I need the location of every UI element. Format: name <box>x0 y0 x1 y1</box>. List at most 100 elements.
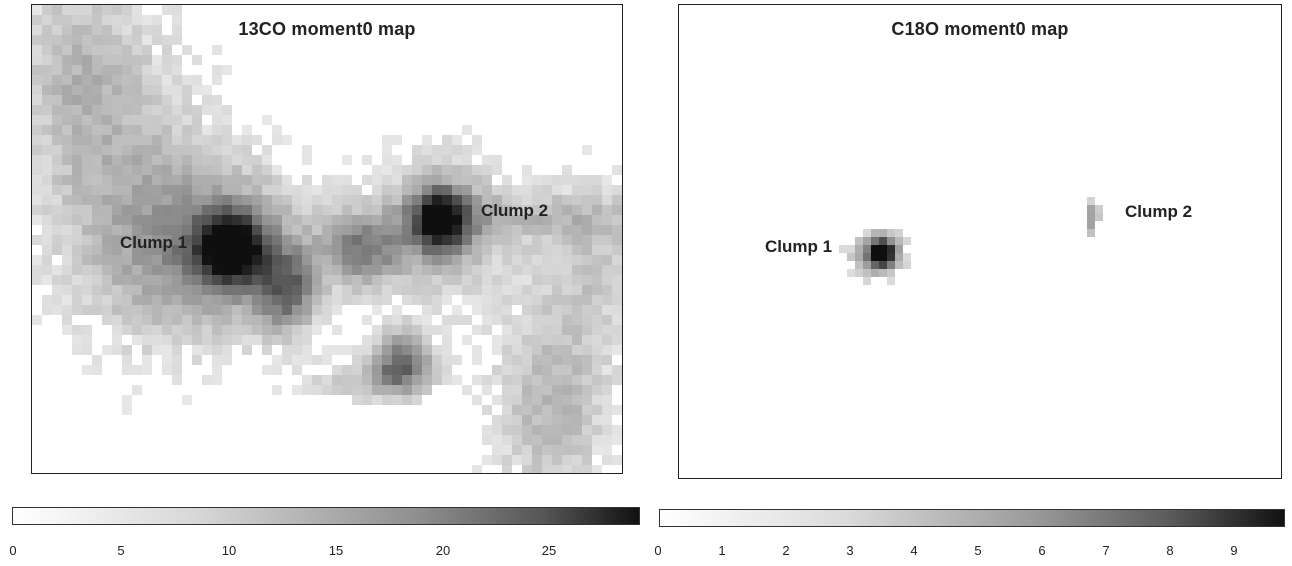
map-pixel <box>312 185 322 195</box>
map-pixel <box>612 335 622 345</box>
map-pixel <box>372 225 382 235</box>
map-pixel <box>142 195 152 205</box>
map-pixel <box>452 175 462 185</box>
map-pixel <box>362 265 372 275</box>
map-pixel <box>362 345 372 355</box>
map-pixel <box>502 335 512 345</box>
map-pixel <box>212 95 222 105</box>
map-pixel <box>52 205 62 215</box>
map-pixel <box>122 395 132 405</box>
map-pixel <box>202 205 212 215</box>
map-pixel <box>542 265 552 275</box>
map-pixel <box>572 315 582 325</box>
colorbar-c18o-tick: 7 <box>1102 543 1110 558</box>
map-13co-image <box>32 5 622 473</box>
map-pixel <box>212 275 222 285</box>
map-pixel <box>472 215 482 225</box>
map-pixel <box>602 185 612 195</box>
map-pixel <box>332 185 342 195</box>
map-pixel <box>552 445 562 455</box>
map-pixel <box>92 245 102 255</box>
map-pixel <box>1087 221 1095 229</box>
map-pixel <box>112 15 122 25</box>
map-pixel <box>242 165 252 175</box>
map-pixel <box>542 205 552 215</box>
map-pixel <box>502 345 512 355</box>
map-pixel <box>532 395 542 405</box>
map-pixel <box>262 365 272 375</box>
map-pixel <box>282 275 292 285</box>
map-pixel <box>412 285 422 295</box>
map-pixel <box>142 235 152 245</box>
map-pixel <box>442 145 452 155</box>
map-pixel <box>412 175 422 185</box>
map-pixel <box>142 325 152 335</box>
map-pixel <box>42 55 52 65</box>
map-pixel <box>192 245 202 255</box>
map-c18o-title: C18O moment0 map <box>891 19 1069 39</box>
map-pixel <box>1095 205 1103 213</box>
map-pixel <box>492 435 502 445</box>
map-pixel <box>482 375 492 385</box>
map-pixel <box>492 305 502 315</box>
map-pixel <box>879 253 887 261</box>
map-pixel <box>482 285 492 295</box>
map-pixel <box>122 175 132 185</box>
map-pixel <box>242 265 252 275</box>
map-pixel <box>272 275 282 285</box>
map-pixel <box>112 95 122 105</box>
map-pixel <box>562 385 572 395</box>
map-pixel <box>582 435 592 445</box>
map-pixel <box>422 345 432 355</box>
map-pixel <box>452 205 462 215</box>
map-pixel <box>522 335 532 345</box>
map-pixel <box>522 465 532 473</box>
map-pixel <box>442 155 452 165</box>
map-pixel <box>572 465 582 473</box>
map-pixel <box>602 405 612 415</box>
map-pixel <box>332 225 342 235</box>
map-pixel <box>602 265 612 275</box>
map-pixel <box>502 445 512 455</box>
map-pixel <box>62 205 72 215</box>
map-pixel <box>612 325 622 335</box>
map-pixel <box>32 145 42 155</box>
map-pixel <box>602 355 612 365</box>
map-pixel <box>322 215 332 225</box>
map-pixel <box>72 85 82 95</box>
map-pixel <box>532 275 542 285</box>
map-pixel <box>342 345 352 355</box>
map-pixel <box>192 185 202 195</box>
map-pixel <box>452 165 462 175</box>
map-pixel <box>242 225 252 235</box>
map-pixel <box>322 345 332 355</box>
map-pixel <box>152 135 162 145</box>
map-pixel <box>82 45 92 55</box>
map-pixel <box>452 355 462 365</box>
map-pixel <box>462 335 472 345</box>
map-pixel <box>887 229 895 237</box>
map-pixel <box>871 229 879 237</box>
map-pixel <box>72 275 82 285</box>
map-pixel <box>871 269 879 277</box>
colorbar-13co-tick: 20 <box>435 543 451 558</box>
map-pixel <box>572 395 582 405</box>
map-pixel <box>462 245 472 255</box>
map-pixel <box>855 245 863 253</box>
map-pixel <box>592 235 602 245</box>
map-pixel <box>482 405 492 415</box>
map-pixel <box>202 165 212 175</box>
map-pixel <box>562 365 572 375</box>
map-pixel <box>432 175 442 185</box>
map-pixel <box>322 305 332 315</box>
map-pixel <box>82 35 92 45</box>
map-pixel <box>522 355 532 365</box>
map-pixel <box>242 325 252 335</box>
map-pixel <box>472 325 482 335</box>
map-pixel <box>32 115 42 125</box>
map-pixel <box>552 365 562 375</box>
map-pixel <box>302 295 312 305</box>
map-pixel <box>192 55 202 65</box>
map-pixel <box>552 405 562 415</box>
map-pixel <box>232 185 242 195</box>
